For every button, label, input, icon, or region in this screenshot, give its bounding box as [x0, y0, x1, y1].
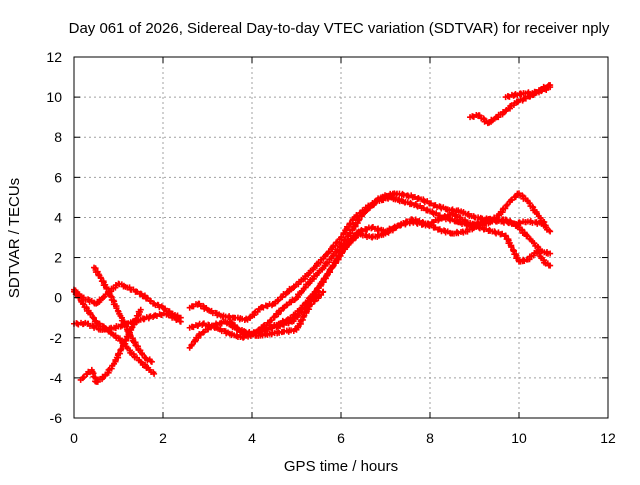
x-tick-label: 4 — [248, 430, 256, 446]
series-track-j — [226, 288, 327, 339]
data-point-marker — [531, 240, 538, 247]
y-tick-label: 6 — [54, 169, 62, 185]
series-track-c — [71, 286, 158, 377]
y-tick-label: -2 — [50, 330, 63, 346]
data-point-marker — [320, 288, 327, 295]
x-tick-label: 8 — [426, 430, 434, 446]
y-tick-label: 0 — [54, 290, 62, 306]
data-point-marker — [251, 309, 258, 316]
chart-title: Day 061 of 2026, Sidereal Day-to-day VTE… — [69, 20, 610, 37]
data-point-marker — [441, 213, 448, 220]
data-point-marker — [148, 358, 155, 365]
data-point-marker — [300, 313, 307, 320]
y-tick-label: 2 — [54, 250, 62, 266]
y-tick-label: 4 — [54, 209, 62, 225]
data-point-marker — [151, 370, 158, 377]
x-tick-label: 0 — [70, 430, 78, 446]
data-point-marker — [305, 295, 312, 302]
data-point-marker — [547, 262, 554, 269]
x-tick-label: 12 — [600, 430, 616, 446]
y-tick-label: -6 — [50, 410, 63, 426]
data-point-marker — [542, 222, 549, 229]
x-axis-label: GPS time / hours — [284, 458, 398, 475]
series-track-e — [77, 306, 144, 385]
data-point-marker — [547, 250, 554, 257]
series-track-i — [249, 210, 554, 337]
data-point-marker — [105, 366, 112, 373]
series-track-l — [502, 84, 554, 101]
grid-lines — [74, 57, 608, 418]
data-point-marker — [547, 84, 554, 91]
data-point-marker — [323, 272, 330, 279]
y-tick-label: 12 — [46, 49, 62, 65]
data-point-marker — [547, 228, 554, 235]
x-tick-label: 6 — [337, 430, 345, 446]
data-point-marker — [117, 347, 124, 354]
axis-ticks: 0 2 4 6 8 10 12 -6 -4 -2 0 2 4 6 8 10 12 — [46, 49, 616, 446]
data-point-marker — [503, 202, 510, 209]
y-axis-label: SDTVAR / TECUs — [6, 178, 23, 298]
data-point-marker — [546, 227, 553, 234]
data-point-marker — [137, 306, 144, 313]
data-point-marker — [137, 358, 144, 365]
data-point-marker — [120, 340, 127, 347]
x-tick-label: 10 — [511, 430, 527, 446]
series-track-d — [91, 264, 155, 365]
y-tick-label: 10 — [46, 89, 62, 105]
data-point-marker — [502, 233, 509, 240]
data-point-marker — [526, 200, 533, 207]
data-point-marker — [97, 275, 104, 282]
x-tick-label: 2 — [159, 430, 167, 446]
data-point-marker — [177, 318, 184, 325]
data-points — [71, 82, 554, 385]
data-point-marker — [90, 315, 97, 322]
data-point-marker — [516, 219, 523, 226]
y-tick-label: 8 — [54, 129, 62, 145]
y-tick-label: -4 — [50, 370, 63, 386]
